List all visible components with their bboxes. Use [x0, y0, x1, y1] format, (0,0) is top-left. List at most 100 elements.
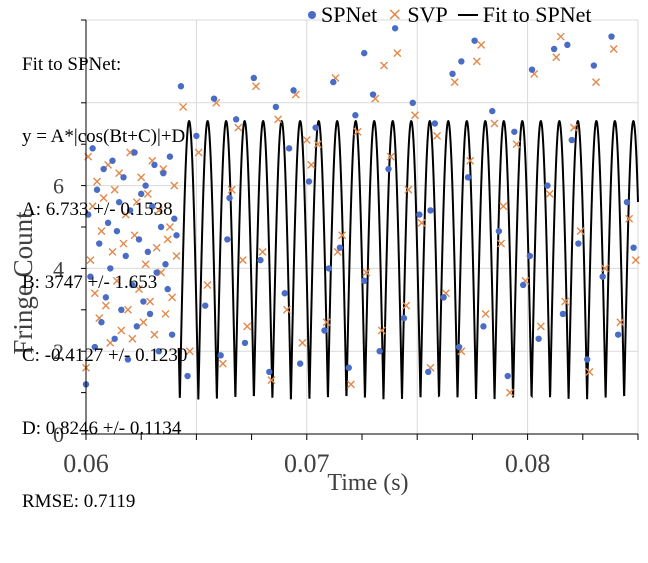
spnet-point: [599, 273, 606, 280]
spnet-point: [584, 356, 591, 363]
spnet-point: [416, 211, 423, 218]
fit-parameters-box: Fit to SPNet: y = A*|cos(Bt+C)|+D A: 6.7…: [22, 4, 187, 563]
spnet-point: [400, 314, 408, 322]
spnet-point: [157, 223, 165, 231]
legend-label-svp: SVP: [407, 2, 448, 27]
spnet-point: [171, 215, 178, 222]
svp-point: [282, 305, 291, 314]
spnet-point: [93, 186, 101, 193]
spnet-point: [100, 165, 107, 173]
spnet-point: [257, 256, 264, 264]
fit-param-a: A: 6.733 +/- 0.1538: [22, 199, 173, 221]
svp-point: [267, 376, 276, 385]
spnet-point: [162, 261, 169, 268]
spnet-point: [115, 198, 123, 206]
spnet-point: [480, 323, 487, 330]
svp-point: [274, 115, 283, 124]
svp-point: [569, 123, 578, 132]
svp-point: [307, 160, 316, 169]
y-tick-label: 2: [53, 339, 64, 364]
spnet-point: [107, 265, 114, 272]
spnet-point: [281, 290, 288, 297]
spnet-point: [427, 207, 434, 214]
spnet-point: [89, 145, 96, 152]
spnet-point: [440, 294, 447, 301]
svp-point: [143, 189, 152, 198]
spnet-point: [391, 25, 399, 32]
fit-param-d: D: 0.8246 +/- 0.1134: [22, 418, 182, 440]
svp-point: [631, 256, 640, 265]
spnet-point: [146, 310, 154, 318]
spnet-point: [104, 219, 112, 227]
spnet-point: [568, 136, 575, 144]
spnet-point: [241, 339, 249, 347]
spnet-point: [296, 360, 304, 367]
spnet-point: [528, 66, 536, 73]
spnet-point: [544, 182, 551, 189]
spnet-point: [449, 70, 456, 78]
legend-label-spnet: SPNet: [321, 2, 378, 27]
spnet-point: [202, 302, 209, 309]
svp-point: [137, 173, 146, 182]
svp-point: [576, 227, 585, 236]
spnet-point: [133, 323, 140, 330]
x-tick-label: 0.07: [284, 449, 330, 478]
spnet-point: [550, 45, 558, 53]
svp-point: [512, 140, 521, 149]
spnet-series: [82, 25, 637, 388]
spnet-point: [129, 281, 136, 289]
spnet-point: [142, 182, 149, 189]
spnet-point: [91, 343, 99, 351]
spnet-point: [623, 198, 631, 206]
cross-icon: ×: [387, 4, 403, 25]
spnet-point: [575, 240, 582, 247]
axis-layer: [81, 19, 639, 440]
fit-param-b: B: 3747 +/- 1.653: [22, 272, 158, 294]
svp-point: [353, 127, 362, 136]
svp-point: [481, 309, 490, 318]
spnet-point: [87, 273, 94, 280]
spnet-point: [184, 372, 191, 380]
svp-point: [141, 260, 150, 269]
x-tick-label: 0.06: [63, 449, 109, 478]
svp-point: [393, 49, 402, 58]
spnet-point: [369, 91, 377, 98]
svp-point: [146, 297, 155, 306]
chart-container: 0 2 4 6 0.06 0.07 0.08 Time (s) Fringe Count Fit…: [8, 2, 640, 512]
spnet-point: [431, 120, 439, 127]
spnet-point: [511, 128, 518, 135]
svp-point: [203, 280, 212, 289]
legend-entry-svp: × SVP: [387, 2, 447, 28]
spnet-point: [325, 265, 333, 272]
spnet-point: [489, 107, 496, 115]
svp-point: [108, 247, 117, 256]
svp-point: [499, 202, 508, 211]
spnet-point: [250, 74, 258, 82]
spnet-point: [149, 203, 156, 210]
svp-point: [298, 338, 307, 347]
svp-point: [433, 131, 442, 140]
spnet-point: [138, 190, 145, 198]
spnet-point: [504, 372, 511, 380]
spnet-point: [126, 207, 134, 214]
spnet-point: [109, 157, 116, 164]
spnet-point: [177, 83, 185, 90]
spnet-point: [118, 306, 125, 313]
svp-point: [497, 239, 506, 248]
svp-point: [123, 305, 132, 314]
spnet-point: [160, 169, 167, 177]
spnet-point: [535, 335, 542, 342]
svp-point: [625, 214, 634, 223]
svp-point: [380, 61, 389, 70]
svp-point: [170, 181, 179, 190]
spnet-point: [85, 211, 92, 218]
svp-point: [377, 326, 386, 335]
svp-point: [117, 326, 126, 335]
spnet-point: [471, 37, 478, 44]
spnet-point: [526, 252, 534, 260]
svp-point: [88, 202, 97, 211]
svp-point: [585, 367, 594, 376]
svp-point: [152, 243, 161, 252]
spnet-point: [285, 145, 293, 152]
x-axis-title: Time (s): [327, 470, 408, 496]
